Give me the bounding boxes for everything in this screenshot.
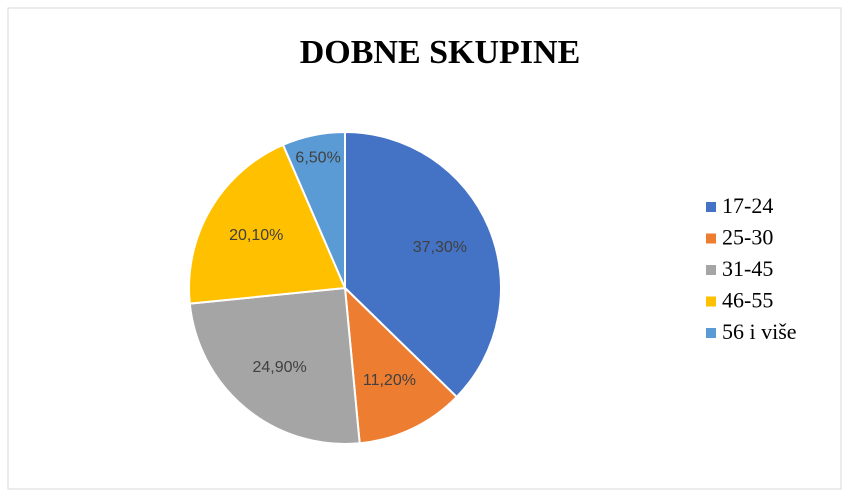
legend-swatch <box>706 328 716 338</box>
legend-label: 46-55 <box>722 288 773 313</box>
legend-label: 25-30 <box>722 225 773 250</box>
data-label: 37,30% <box>413 239 467 256</box>
legend-label: 31-45 <box>722 256 773 281</box>
legend-swatch <box>706 265 716 275</box>
pie-slice <box>188 286 361 445</box>
legend-label: 56 i više <box>722 319 797 344</box>
legend-swatch <box>706 233 716 244</box>
data-label: 11,20% <box>363 372 416 389</box>
legend-swatch <box>706 296 716 307</box>
data-label: 24,90% <box>252 359 306 376</box>
data-label: 20,10% <box>229 227 283 244</box>
data-label: 6,50% <box>295 149 340 166</box>
legend-label: 17-24 <box>722 193 773 218</box>
pie-slice <box>281 130 346 289</box>
pie-slice <box>188 143 347 305</box>
chart-title: DOBNE SKUPINE <box>300 34 581 71</box>
legend-swatch <box>706 202 716 212</box>
pie-slice <box>343 285 459 445</box>
pie-slice <box>344 130 502 399</box>
